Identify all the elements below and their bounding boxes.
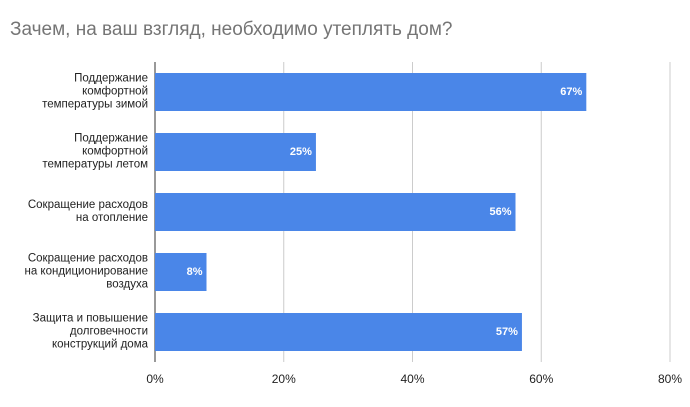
- x-tick-label: 20%: [272, 372, 296, 386]
- y-tick-label: Сокращение расходов на кондиционирование…: [24, 252, 148, 291]
- data-label: 8%: [187, 266, 203, 278]
- data-label: 57%: [496, 326, 518, 338]
- x-tick-label: 80%: [658, 372, 682, 386]
- data-label: 67%: [560, 86, 582, 98]
- x-tick-label: 40%: [400, 372, 424, 386]
- data-label: 56%: [489, 206, 511, 218]
- y-tick-label: Сокращение расходов на отопление: [27, 199, 148, 224]
- y-tick-label: Защита и повышение долговечности констру…: [32, 312, 148, 351]
- bar: [155, 133, 316, 171]
- x-tick-label: 60%: [529, 372, 553, 386]
- y-tick-label: Поддержание комфортной температуры летом: [42, 132, 148, 171]
- x-tick-label: 0%: [146, 372, 164, 386]
- bar: [155, 73, 587, 111]
- chart-title: Зачем, на ваш взгляд, необходимо утеплят…: [10, 19, 452, 40]
- bar: [155, 253, 207, 291]
- bar: [155, 193, 516, 231]
- y-tick-label: Поддержание комфортной температуры зимой: [42, 72, 148, 111]
- bar: [155, 313, 522, 351]
- data-label: 25%: [290, 146, 312, 158]
